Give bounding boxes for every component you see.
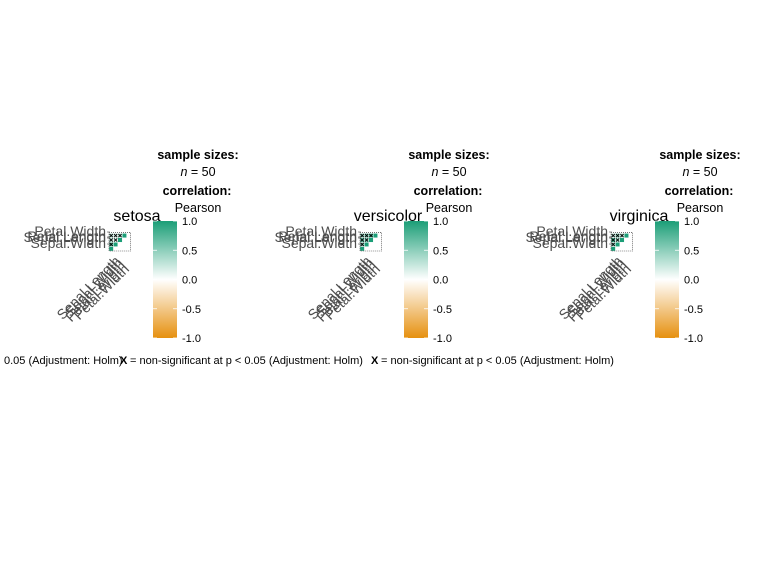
- heatmap-cell: [121, 233, 127, 238]
- legend-corr-heading: correlation:: [665, 184, 734, 198]
- non-significant-cross: [611, 242, 616, 247]
- legend-sample-size: n = 50: [180, 165, 215, 179]
- non-significant-cross: [364, 233, 369, 238]
- non-significant-cross: [109, 233, 114, 238]
- heatmap-cell-border: [610, 232, 633, 252]
- y-tick-label: Petal.Length: [278, 228, 357, 244]
- legend-sample-heading: sample sizes:: [408, 148, 489, 162]
- legend-tick-label: -1.0: [684, 333, 703, 345]
- legend-sample-size: n = 50: [431, 165, 466, 179]
- non-significant-cross: [620, 233, 624, 238]
- non-significant-cross: [118, 233, 122, 238]
- legend-n-symbol: n: [682, 165, 689, 179]
- non-significant-cross: [615, 233, 620, 238]
- legend-n-value: = 50: [438, 165, 466, 179]
- legend-n-symbol: n: [431, 165, 438, 179]
- heatmap-cell: [368, 237, 374, 243]
- non-significant-cross: [360, 242, 365, 247]
- legend-tick-label: 0.0: [182, 275, 197, 287]
- heatmap-cell: [619, 237, 625, 243]
- legend-tick-label: -1.0: [182, 333, 201, 345]
- y-tick-label: Sepal.Width: [31, 235, 106, 251]
- y-tick-label: Sepal.Length: [23, 229, 106, 245]
- y-tick-label: Sepal.Width: [533, 235, 608, 251]
- legend-tick-label: 1.0: [182, 216, 197, 228]
- legend-sample-size: n = 50: [682, 165, 717, 179]
- y-tick-label: Sepal.Width: [282, 235, 357, 251]
- non-significant-cross: [113, 233, 118, 238]
- heatmap-cell: [359, 246, 365, 252]
- non-significant-cross: [615, 238, 620, 242]
- legend-corr-method: Pearson: [175, 201, 222, 215]
- y-tick-label: Sepal.Length: [274, 229, 357, 245]
- heatmap-cell: [373, 233, 378, 238]
- non-significant-cross: [109, 238, 114, 242]
- caption-text: = non-significant at p < 0.05 (Adjustmen…: [130, 355, 363, 367]
- panel-versicolor: versicolorPetal.WidthPetal.LengthSepal.L…: [274, 148, 489, 345]
- panel-setosa: setosa Petal.WidthPetal.LengthSepal.Lengt…: [23, 148, 238, 345]
- heatmap-cell: [615, 241, 621, 247]
- legend-tick-label: 1.0: [684, 216, 699, 228]
- heatmap-cell: [117, 237, 123, 243]
- legend-n-symbol: n: [180, 165, 187, 179]
- y-tick-label: Sepal.Length: [525, 229, 608, 245]
- panel-title: virginica: [610, 208, 669, 225]
- non-significant-cross: [611, 233, 616, 238]
- legend-tick-label: 0.5: [433, 245, 448, 257]
- legend-tick-label: -0.5: [684, 304, 703, 316]
- caption-marker: X: [120, 355, 128, 367]
- caption-text: 0.05 (Adjustment: Holm): [4, 355, 123, 367]
- caption-marker: X: [371, 355, 379, 367]
- non-significant-cross: [364, 238, 369, 242]
- non-significant-cross: [113, 238, 118, 242]
- panel-title: setosa: [113, 208, 160, 225]
- heatmap-cell: [610, 246, 616, 252]
- legend-tick-label: 1.0: [433, 216, 448, 228]
- legend-n-value: = 50: [187, 165, 215, 179]
- heatmap-cell: [624, 233, 629, 238]
- legend-tick-label: 0.0: [433, 275, 448, 287]
- non-significant-cross: [611, 238, 616, 242]
- non-significant-cross: [109, 242, 114, 247]
- legend-n-value: = 50: [689, 165, 717, 179]
- legend-tick-label: -0.5: [182, 304, 201, 316]
- legend-sample-heading: sample sizes:: [157, 148, 238, 162]
- heatmap-cell: [108, 246, 114, 252]
- caption-text: = non-significant at p < 0.05 (Adjustmen…: [381, 355, 614, 367]
- legend-sample-heading: sample sizes:: [659, 148, 740, 162]
- legend-tick-label: 0.5: [182, 245, 197, 257]
- y-tick-label: Petal.Width: [34, 223, 106, 239]
- panel-virginica: virginicaPetal.WidthPetal.LengthSepal.Le…: [525, 148, 740, 345]
- non-significant-cross: [369, 233, 373, 238]
- legend-corr-method: Pearson: [677, 201, 724, 215]
- y-tick-label: Petal.Width: [536, 223, 608, 239]
- legend-corr-heading: correlation:: [414, 184, 483, 198]
- y-tick-label: Petal.Length: [529, 228, 608, 244]
- legend-tick-label: -1.0: [433, 333, 452, 345]
- heatmap-cell-border: [108, 232, 131, 252]
- y-tick-label: Petal.Length: [27, 228, 106, 244]
- heatmap-cell: [113, 241, 119, 247]
- heatmap-cell-border: [359, 232, 382, 252]
- caption-strip: 0.05 (Adjustment: Holm) X = non-signific…: [4, 355, 614, 367]
- non-significant-cross: [360, 238, 365, 242]
- legend-tick-label: 0.5: [684, 245, 699, 257]
- heatmap-cell: [364, 241, 369, 247]
- legend-tick-label: -0.5: [433, 304, 452, 316]
- legend-tick-label: 0.0: [684, 275, 699, 287]
- y-tick-label: Petal.Width: [285, 223, 357, 239]
- non-significant-cross: [360, 233, 365, 238]
- legend-corr-method: Pearson: [426, 201, 473, 215]
- legend-corr-heading: correlation:: [163, 184, 232, 198]
